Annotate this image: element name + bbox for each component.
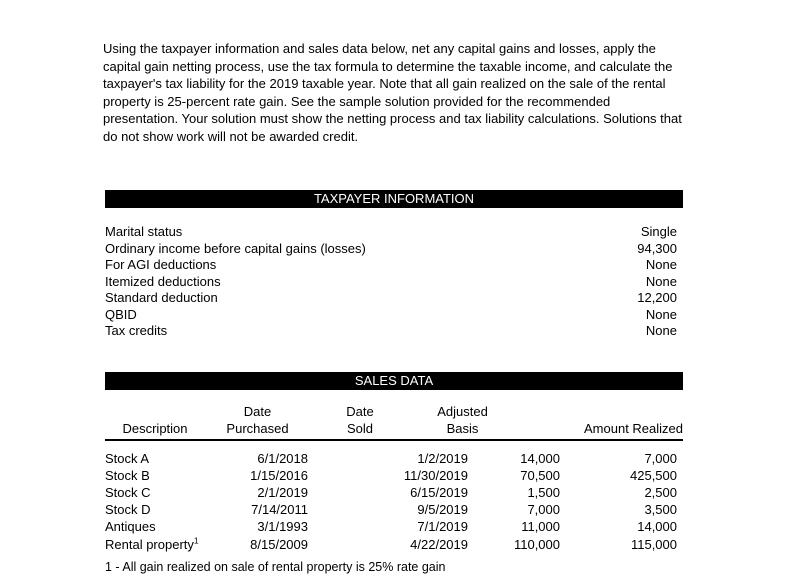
table-row-stock-a: Stock A 6/1/2018 1/2/2019 14,000 7,000 — [105, 450, 683, 467]
cell-description: Stock A — [105, 451, 150, 466]
cell-date-purchased: 8/15/2009 — [250, 537, 308, 552]
info-label: QBID — [105, 306, 137, 322]
cell-amount-realized: 3,500 — [644, 502, 677, 517]
column-header-amount-realized: Amount Realized — [584, 421, 683, 436]
sales-data-section-bar: SALES DATA — [105, 372, 683, 390]
column-header-date-purchased: Date Purchased — [226, 404, 289, 436]
cell-date-sold: 7/1/2019 — [417, 519, 468, 534]
info-label: Standard deduction — [105, 290, 218, 305]
info-label: Ordinary income before capital gains (lo… — [105, 240, 366, 256]
cell-description: Stock D — [105, 502, 151, 517]
column-header-date-sold: Date Sold — [346, 404, 374, 436]
info-value: 94,300 — [637, 240, 677, 256]
footnote-text: 1 - All gain realized on sale of rental … — [105, 560, 446, 574]
cell-description: Rental property1 — [105, 535, 199, 552]
info-label: Itemized deductions — [105, 273, 221, 289]
cell-description: Stock C — [105, 485, 151, 500]
cell-date-purchased: 6/1/2018 — [257, 451, 308, 466]
cell-description: Antiques — [105, 519, 156, 534]
cell-date-sold: 9/5/2019 — [417, 502, 468, 517]
info-row-tax-credits: Tax credits None — [105, 323, 683, 340]
cell-date-purchased: 1/15/2016 — [250, 468, 308, 483]
info-label: Marital status — [105, 224, 183, 239]
sales-table-header: Description Date Purchased Date Sold Adj… — [105, 403, 683, 441]
info-value: None — [645, 273, 677, 289]
cell-adjusted-basis: 14,000 — [520, 451, 560, 466]
cell-adjusted-basis: 7,000 — [527, 502, 560, 517]
info-row-qbid: QBID None — [105, 307, 683, 324]
cell-date-purchased: 3/1/1993 — [257, 519, 308, 534]
cell-date-purchased: 7/14/2011 — [251, 502, 308, 517]
column-header-description: Description — [122, 421, 188, 436]
table-row-stock-d: Stock D 7/14/2011 9/5/2019 7,000 3,500 — [105, 501, 683, 518]
cell-date-purchased: 2/1/2019 — [257, 485, 308, 500]
info-label: For AGI deductions — [105, 257, 217, 272]
info-row-marital-status: Marital status Single — [105, 224, 683, 241]
info-value: None — [645, 323, 677, 338]
info-row-ordinary-income: Ordinary income before capital gains (lo… — [105, 241, 683, 258]
taxpayer-information-list: Marital status Single Ordinary income be… — [105, 224, 683, 340]
info-value: Single — [640, 224, 677, 239]
cell-adjusted-basis: 11,000 — [521, 519, 560, 534]
table-row-stock-c: Stock C 2/1/2019 6/15/2019 1,500 2,500 — [105, 484, 683, 501]
info-value: 12,200 — [637, 290, 677, 305]
info-row-itemized-deductions: Itemized deductions None — [105, 274, 683, 291]
table-row-stock-b: Stock B 1/15/2016 11/30/2019 70,500 425,… — [105, 467, 683, 484]
cell-date-sold: 4/22/2019 — [410, 537, 468, 552]
cell-adjusted-basis: 110,000 — [513, 537, 560, 552]
info-value: None — [645, 306, 677, 322]
taxpayer-information-section-bar: TAXPAYER INFORMATION — [105, 190, 683, 208]
taxpayer-information-title: TAXPAYER INFORMATION — [313, 191, 475, 206]
cell-amount-realized: 7,000 — [644, 451, 677, 466]
info-row-for-agi-deductions: For AGI deductions None — [105, 257, 683, 274]
cell-adjusted-basis: 1,500 — [527, 485, 560, 500]
cell-amount-realized: 115,000 — [630, 537, 677, 552]
sales-data-title: SALES DATA — [354, 373, 434, 388]
column-header-adjusted-basis: Adjusted Basis — [437, 404, 488, 436]
footnote-marker: 1 — [193, 535, 199, 546]
cell-adjusted-basis: 70,500 — [520, 468, 560, 483]
cell-amount-realized: 2,500 — [644, 485, 677, 500]
cell-date-sold: 11/30/2019 — [403, 468, 468, 483]
instructions-text: Using the taxpayer information and sales… — [103, 41, 682, 144]
cell-date-sold: 1/2/2019 — [417, 451, 468, 466]
table-row-antiques: Antiques 3/1/1993 7/1/2019 11,000 14,000 — [105, 518, 683, 535]
cell-description: Stock B — [105, 468, 150, 483]
sales-table-body: Stock A 6/1/2018 1/2/2019 14,000 7,000 S… — [105, 450, 683, 553]
cell-amount-realized: 425,500 — [630, 468, 677, 483]
cell-date-sold: 6/15/2019 — [410, 485, 468, 500]
cell-amount-realized: 14,000 — [637, 519, 677, 534]
info-value: None — [645, 257, 677, 272]
info-label: Tax credits — [105, 323, 168, 338]
info-row-standard-deduction: Standard deduction 12,200 — [105, 290, 683, 307]
table-row-rental-property: Rental property1 8/15/2009 4/22/2019 110… — [105, 536, 683, 553]
